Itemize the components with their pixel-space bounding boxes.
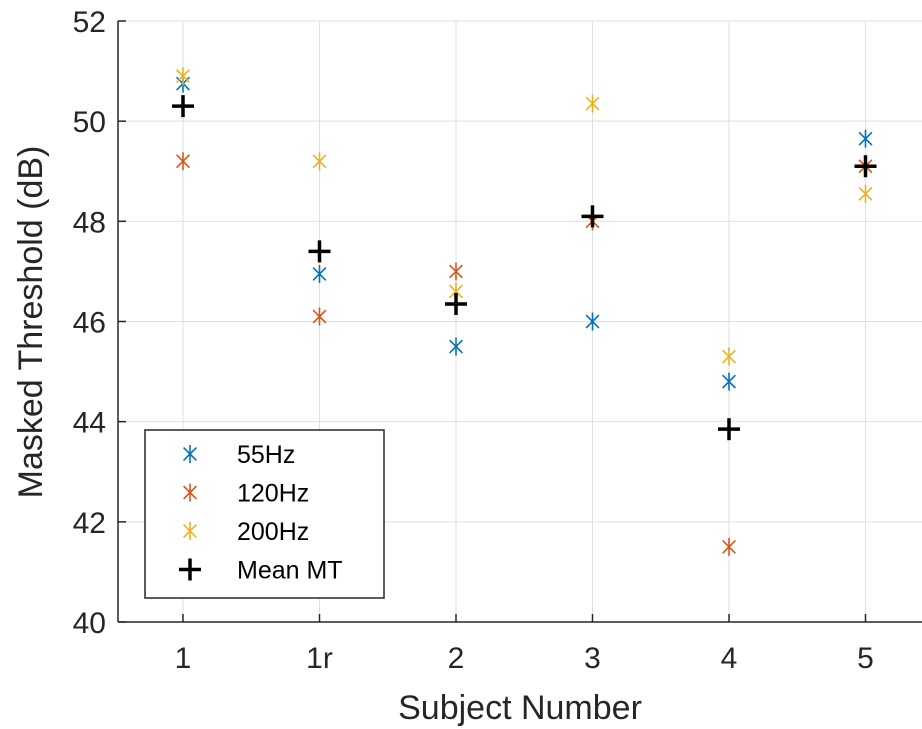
x-tick-label: 5 xyxy=(857,642,874,675)
x-tick-labels: 1 1r 2 3 4 5 xyxy=(175,642,874,675)
x-tick-label: 3 xyxy=(584,642,601,675)
y-tick-label: 42 xyxy=(73,507,106,540)
x-tick-label: 1r xyxy=(306,642,333,675)
y-tick-label: 46 xyxy=(73,307,106,340)
y-tick-labels: 40 42 44 46 48 50 52 xyxy=(73,6,106,640)
y-tick-label: 50 xyxy=(73,106,106,139)
legend-120hz-label: 120Hz xyxy=(237,480,309,508)
y-tick-label: 40 xyxy=(73,607,106,640)
x-tick-label: 4 xyxy=(721,642,738,675)
y-tick-label: 52 xyxy=(73,6,106,39)
x-axis-label: Subject Number xyxy=(398,689,642,727)
legend-mean-mt-label: Mean MT xyxy=(237,557,343,585)
legend-55hz-label: 55Hz xyxy=(237,441,295,469)
x-tick-label: 2 xyxy=(448,642,465,675)
legend: 55Hz 120Hz 200Hz Mean MT xyxy=(145,430,384,598)
legend-200hz-label: 200Hz xyxy=(237,518,309,546)
y-tick-label: 48 xyxy=(73,206,106,239)
y-tick-label: 44 xyxy=(73,407,106,440)
y-axis-label: Masked Threshold (dB) xyxy=(12,146,50,499)
x-tick-label: 1 xyxy=(175,642,192,675)
